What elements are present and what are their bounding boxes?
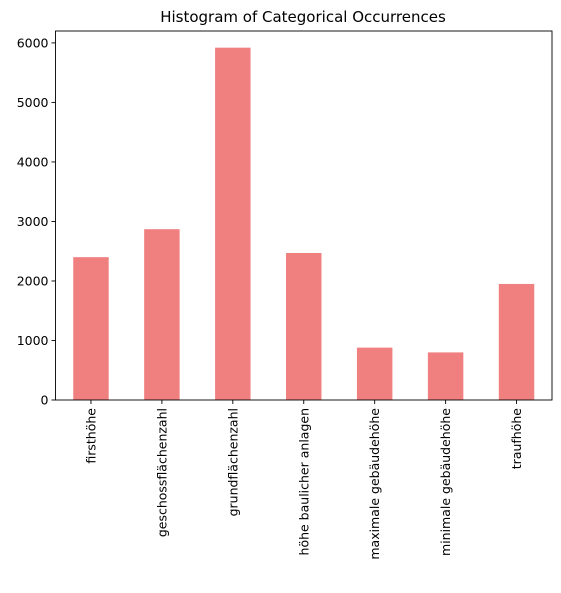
x-tick-label: traufhöhe (509, 408, 524, 470)
y-tick-label: 1000 (17, 333, 49, 348)
bar-4 (356, 347, 393, 400)
x-axis: firsthöhe geschossflächenzahl grundflächen… (83, 400, 524, 560)
x-tick-label: maximale gebäudehöhe (367, 408, 382, 560)
y-axis: 0 1000 2000 3000 4000 5000 6000 (17, 35, 56, 408)
plot-frame (55, 30, 553, 401)
bar-3 (286, 252, 322, 400)
y-tick-label: 6000 (17, 35, 49, 50)
bar-0 (73, 257, 109, 400)
x-tick-label: grundflächenzahl (225, 408, 240, 516)
y-tick-label: 5000 (17, 95, 49, 110)
y-tick-label: 4000 (17, 154, 49, 169)
bars (73, 47, 535, 400)
chart-title: Histogram of Categorical Occurrences (160, 8, 446, 26)
bar-5 (427, 352, 464, 400)
x-tick-label: geschossflächenzahl (154, 408, 169, 537)
x-tick-label: höhe baulicher anlagen (296, 408, 311, 555)
x-tick-label: firsthöhe (83, 408, 98, 464)
bar-6 (498, 283, 535, 400)
y-tick-label: 2000 (17, 273, 49, 288)
bar-1 (144, 229, 180, 400)
y-tick-label: 3000 (17, 214, 49, 229)
bar-2 (215, 47, 251, 400)
y-tick-label: 0 (41, 393, 49, 408)
x-tick-label: minimale gebäudehöhe (438, 408, 453, 556)
